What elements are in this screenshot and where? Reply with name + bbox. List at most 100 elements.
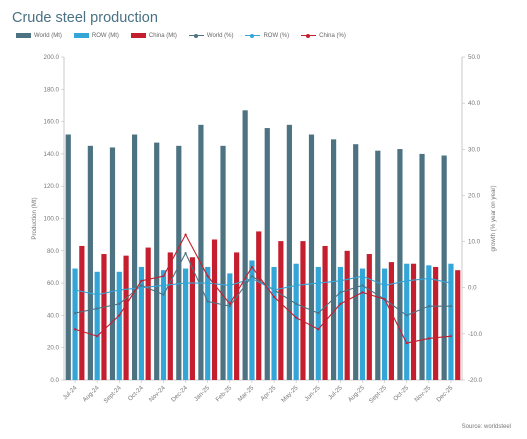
world-mt-bar: [330, 139, 337, 380]
world-mt-bar: [131, 134, 138, 380]
row-mt-bar: [72, 268, 78, 380]
row-pct-point: [250, 277, 254, 280]
china-pct-point: [317, 328, 320, 331]
world-pct-line-marker: [188, 32, 204, 39]
legend-label: World (%): [206, 32, 234, 39]
world-mt-bar: [375, 150, 381, 380]
legend: World (Mt) ROW (Mt) China (Mt) World (%)…: [16, 32, 358, 39]
row-mt-swatch: [73, 33, 89, 38]
world-mt-bar: [397, 149, 403, 380]
y2-axis-title: growth (% year on year): [490, 185, 497, 251]
world-pct-point: [339, 291, 342, 294]
world-mt-bar: [242, 110, 248, 381]
world-mt-bar: [65, 134, 71, 380]
row-pct-point: [339, 279, 342, 282]
x-tick-label: May-25: [280, 384, 300, 404]
china-pct-point: [405, 341, 408, 345]
china-pct-line: [74, 233, 452, 344]
row-mt-bar: [160, 270, 167, 380]
y2-tick-label: -10.0: [468, 331, 483, 338]
row-pct-line-marker: [245, 32, 261, 39]
y2-tick-label: 10.0: [468, 239, 481, 246]
world-pct-point: [250, 275, 254, 278]
world-mt-bar: [441, 155, 447, 380]
source-note: Source: worldsteel: [461, 424, 511, 430]
row-mt-bar: [227, 273, 233, 380]
china-mt-bar: [433, 266, 439, 380]
world-mt-bar: [286, 124, 292, 380]
y-tick-label: 20.0: [47, 345, 60, 352]
row-mt-bar: [426, 265, 432, 380]
chart-title: Crude steel production: [12, 10, 158, 26]
x-tick-label: Aug-24: [82, 384, 101, 403]
row-mt-bar: [448, 263, 454, 380]
row-pct-point: [162, 284, 165, 287]
china-mt-bar: [322, 245, 328, 380]
china-mt-bar: [410, 263, 417, 380]
y-tick-label: 40.0: [47, 312, 60, 319]
x-tick-label: Jul-25: [327, 384, 344, 401]
row-mt-bar: [138, 266, 144, 380]
y-axis-title: Production (Mt): [31, 197, 38, 239]
row-pct-point: [73, 288, 77, 292]
china-pct-point: [272, 295, 276, 299]
world-pct-point: [140, 284, 143, 287]
world-mt-bar: [109, 147, 116, 380]
y2-tick-label: 40.0: [468, 100, 481, 107]
china-mt-bar: [256, 231, 262, 380]
x-tick-label: Nov-25: [413, 384, 432, 403]
china-pct-point: [162, 275, 165, 278]
y2-tick-label: -20.0: [468, 377, 483, 384]
china-mt-bar: [123, 255, 129, 380]
world-mt-bar: [176, 145, 182, 380]
x-tick-label: Apr-25: [259, 384, 277, 402]
y-tick-label: 80.0: [47, 248, 60, 255]
x-tick-label: Dec-24: [170, 384, 189, 403]
china-mt-swatch: [130, 33, 146, 38]
row-pct-point: [206, 282, 209, 285]
china-pct-point: [228, 302, 231, 305]
row-pct-point: [317, 282, 320, 285]
world-pct-point: [118, 302, 121, 305]
row-pct-point: [96, 293, 99, 296]
x-tick-label: Sept-24: [102, 384, 123, 405]
row-pct-point: [228, 284, 231, 287]
china-pct-line-marker: [301, 32, 317, 39]
row-mt-bar: [404, 263, 410, 380]
china-mt-bar: [388, 262, 395, 380]
y-tick-label: 180.0: [44, 86, 60, 93]
row-mt-bar: [315, 266, 321, 380]
legend-label: China (Mt): [148, 32, 177, 39]
china-pct-point: [361, 291, 364, 294]
china-mt-bar: [211, 239, 218, 380]
china-mt-bar: [79, 245, 85, 380]
row-mt-bar: [183, 268, 189, 380]
y-tick-label: 60.0: [47, 280, 60, 287]
row-pct-point: [361, 275, 364, 278]
legend-label: World (Mt): [34, 32, 62, 39]
legend-row-mt: ROW (Mt): [73, 32, 119, 39]
row-pct-line: [74, 275, 452, 296]
y-tick-label: 160.0: [44, 119, 60, 126]
y-tick-label: 120.0: [44, 183, 60, 190]
china-pct-point: [184, 233, 187, 236]
world-pct-point: [206, 300, 209, 303]
row-mt-bar: [116, 271, 122, 380]
x-tick-label: Jan-25: [193, 384, 212, 403]
row-mt-bar: [205, 266, 211, 380]
row-mt-bar: [337, 266, 343, 380]
world-mt-bar: [154, 142, 160, 380]
legend-label: ROW (Mt): [91, 32, 119, 39]
row-pct-point: [405, 279, 408, 282]
china-pct-point: [206, 275, 209, 278]
row-mt-bar: [382, 268, 388, 380]
world-mt-swatch: [16, 33, 31, 38]
row-pct-point: [383, 284, 386, 287]
x-tick-label: Nov-24: [148, 384, 167, 403]
legend-world-pct: World (%): [188, 32, 234, 39]
row-mt-bar: [249, 260, 255, 380]
row-mt-bar: [94, 271, 100, 380]
china-pct-point: [383, 298, 386, 301]
x-tick-label: Aug-25: [347, 384, 366, 403]
